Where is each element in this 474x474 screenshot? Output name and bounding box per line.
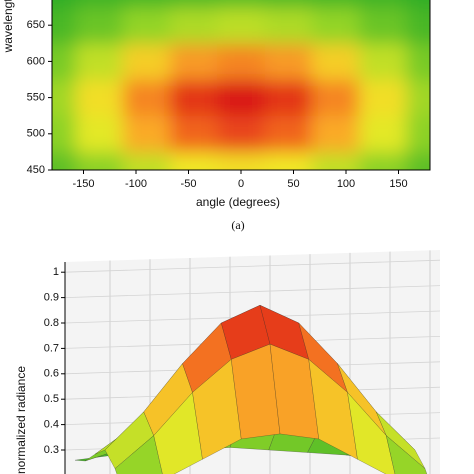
- heat-cell: [122, 151, 171, 170]
- x-tick-label: -100: [125, 178, 147, 190]
- heat-cell: [264, 7, 313, 44]
- axes: -150 -100 -50 0 50 100 150 450 500 550 600 650 0.3 0.…: [27, 0, 431, 474]
- z-tick-label: 0.4: [44, 419, 59, 431]
- heat-cell: [170, 79, 218, 117]
- heat-cell: [122, 115, 171, 153]
- heat-cell: [311, 79, 360, 117]
- y-axis-label: wavelength: [1, 0, 15, 53]
- heat-cell: [170, 151, 218, 170]
- z-tick-label: 0.8: [44, 317, 59, 329]
- heat-cell: [122, 43, 171, 80]
- grid-line: [64, 259, 441, 273]
- heat-cell: [52, 151, 77, 170]
- heat-cell: [217, 115, 266, 153]
- x-axis-label: angle (degrees): [196, 195, 280, 209]
- grid-line: [64, 285, 441, 298]
- z-tick-label: 0.5: [44, 393, 59, 405]
- heat-cell: [217, 79, 266, 117]
- heat-cell: [311, 115, 360, 153]
- heat-cell: [75, 151, 124, 170]
- heat-cell: [122, 79, 171, 117]
- heat-cell: [122, 7, 171, 44]
- heat-cell: [311, 7, 360, 44]
- z-tick-label: 0.6: [44, 368, 59, 380]
- heat-cell: [359, 7, 407, 44]
- z-tick-label: 0.7: [44, 342, 59, 354]
- heat-cell: [311, 0, 360, 8]
- heat-cell: [311, 151, 360, 170]
- heat-cell: [170, 115, 218, 153]
- heat-cell: [406, 79, 430, 117]
- heat-cell: [406, 151, 430, 170]
- z-tick-label: 1: [53, 266, 59, 278]
- heat-cell: [264, 0, 313, 8]
- heat-cell: [359, 43, 407, 80]
- heat-cell: [75, 115, 124, 153]
- heat-cell: [311, 43, 360, 80]
- z-tick-label: 0.3: [44, 444, 59, 456]
- heat-cell: [406, 0, 430, 8]
- y-tick-label: 650: [27, 19, 45, 31]
- heat-cell: [264, 151, 313, 170]
- heat-cell: [52, 115, 77, 153]
- y-tick-label: 600: [27, 55, 45, 67]
- heat-cell: [359, 115, 407, 153]
- z-tick-label: 0.9: [44, 292, 59, 304]
- surface-mesh: [74, 304, 428, 474]
- heat-cell: [75, 43, 124, 80]
- caption: (a): [231, 218, 244, 232]
- contour-area: [52, 0, 430, 170]
- heat-cell: [122, 0, 171, 8]
- x-tick-label: 100: [337, 178, 355, 190]
- heat-cell: [170, 0, 218, 8]
- x-tick-label: 50: [287, 178, 299, 190]
- heat-cell: [217, 0, 266, 8]
- heat-cell: [75, 0, 124, 8]
- heat-cell: [359, 79, 407, 117]
- x-tick-label: 150: [389, 178, 407, 190]
- heat-cell: [52, 43, 77, 80]
- heat-cell: [406, 7, 430, 44]
- y-tick-label: 550: [27, 92, 45, 104]
- x-tick-label: -150: [72, 178, 94, 190]
- x-tick-label: -50: [181, 178, 197, 190]
- heat-cell: [170, 43, 218, 80]
- heat-cell: [359, 0, 407, 8]
- heat-cell: [52, 79, 77, 117]
- heat-cell: [217, 151, 266, 170]
- heat-cell: [359, 151, 407, 170]
- heat-cell: [75, 7, 124, 44]
- heat-cell: [170, 7, 218, 44]
- heat-cell: [406, 115, 430, 153]
- y-tick-label: 450: [27, 164, 45, 176]
- heat-cell: [52, 0, 77, 8]
- x-tick-label: 0: [238, 178, 244, 190]
- z-axis-label: normalized radiance: [14, 366, 28, 474]
- heat-cell: [264, 43, 313, 80]
- heat-cell: [217, 43, 266, 80]
- heat-cell: [217, 7, 266, 44]
- heat-cells: [52, 0, 430, 170]
- heat-cell: [264, 79, 313, 117]
- surface-patch: [385, 435, 428, 474]
- heat-cell: [264, 115, 313, 153]
- heat-cell: [75, 79, 124, 117]
- y-tick-label: 500: [27, 128, 45, 140]
- heat-cell: [52, 7, 77, 44]
- heat-cell: [406, 43, 430, 80]
